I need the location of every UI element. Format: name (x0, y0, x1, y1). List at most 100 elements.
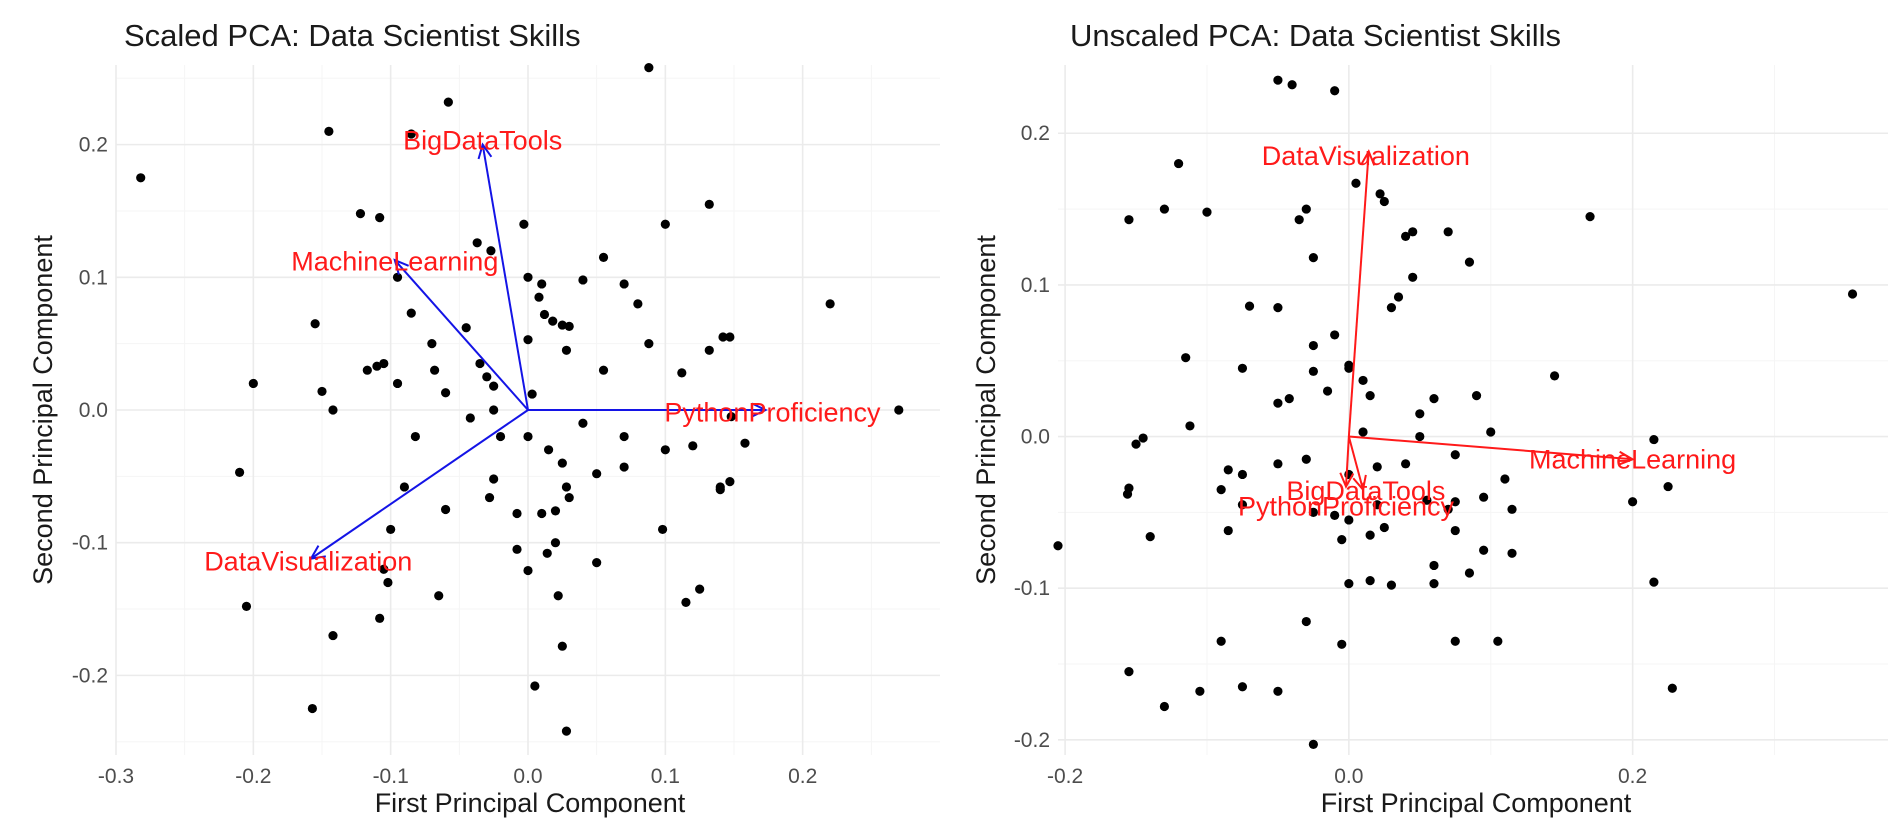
data-point (726, 412, 736, 422)
data-point (695, 584, 705, 594)
data-point (1185, 421, 1195, 431)
data-point (553, 591, 563, 601)
vector-data-visualization (310, 409, 529, 560)
data-point (1308, 252, 1318, 263)
data-point (1308, 507, 1318, 517)
data-point (1393, 292, 1404, 302)
data-point (1649, 434, 1659, 445)
data-point (235, 467, 245, 477)
arrowhead-big-data-tools (1352, 474, 1367, 492)
data-point (578, 418, 588, 428)
data-point (537, 279, 547, 289)
y-axis-title-unscaled: Second Principal Component (971, 235, 1001, 585)
data-point (1443, 504, 1453, 514)
data-point (1308, 340, 1318, 351)
data-point (1330, 510, 1340, 520)
data-point (619, 279, 629, 289)
data-point (1847, 289, 1858, 299)
data-point (1408, 272, 1418, 282)
label-data-visualization: DataVisualization (1262, 141, 1470, 171)
data-point (328, 405, 338, 415)
data-point (434, 591, 444, 601)
data-point (718, 332, 728, 342)
data-point (704, 199, 714, 209)
data-point (1585, 212, 1595, 222)
data-point (1273, 459, 1283, 469)
data-point (1415, 431, 1425, 442)
data-point (644, 63, 654, 73)
data-point (527, 389, 537, 399)
data-point (725, 477, 735, 487)
data-point (1479, 492, 1489, 502)
data-point (386, 524, 396, 535)
data-point (894, 405, 904, 415)
data-point (324, 126, 334, 136)
data-point (660, 219, 670, 229)
data-point (1549, 371, 1560, 381)
data-point (1131, 439, 1141, 449)
grid-lines (1058, 65, 1888, 755)
data-point (1479, 545, 1489, 555)
data-point (1124, 215, 1134, 225)
data-point (1330, 86, 1340, 96)
data-point (523, 335, 533, 345)
data-points (136, 63, 904, 736)
vector-big-data-tools (1347, 436, 1365, 490)
y-tick-label: 0.1 (79, 266, 108, 289)
data-point (1365, 530, 1375, 540)
loading-vectors (309, 142, 768, 560)
data-point (539, 309, 550, 320)
arrowhead-data-visualization (309, 545, 326, 560)
data-point (1429, 560, 1439, 571)
data-point (537, 508, 547, 519)
data-point (1493, 636, 1503, 646)
data-point (475, 358, 485, 369)
data-point (1308, 366, 1318, 376)
data-point (1223, 465, 1233, 475)
x-tick-label: 0.1 (651, 765, 680, 788)
data-point (1273, 686, 1283, 696)
unscaled-pca-panel: Unscaled PCA: Data Scientist Skills Firs… (971, 18, 1888, 818)
data-point (1273, 75, 1283, 85)
data-point (1365, 390, 1375, 401)
data-point (355, 209, 366, 219)
x-tick-label: -0.2 (1047, 765, 1083, 788)
data-point (1122, 489, 1133, 499)
data-point (1237, 363, 1248, 373)
data-point (740, 438, 750, 448)
data-point (1308, 739, 1318, 749)
data-point (1375, 189, 1385, 199)
data-point (561, 726, 572, 736)
data-point (1401, 459, 1411, 469)
data-point (1450, 525, 1460, 536)
label-data-visualization: DataVisualization (204, 546, 412, 576)
data-point (1301, 454, 1311, 464)
data-point (1379, 522, 1389, 533)
data-point (392, 272, 403, 282)
data-point (1337, 535, 1347, 545)
data-point (633, 299, 643, 309)
data-point (1351, 178, 1361, 188)
data-point (1053, 541, 1063, 551)
label-python-proficiency: PythonProficiency (664, 398, 881, 428)
data-point (1237, 500, 1248, 510)
data-point (544, 445, 554, 455)
data-point (578, 275, 588, 285)
vector-machine-learning (394, 259, 529, 411)
y-tick-label: -0.2 (72, 664, 108, 687)
arrowhead-big-data-tools (477, 142, 493, 160)
data-point (1237, 469, 1248, 480)
loading-vectors (1339, 149, 1635, 492)
vector-labels: BigDataTools MachineLearning PythonProfici… (204, 126, 881, 577)
data-point (406, 308, 416, 318)
data-point (375, 212, 385, 223)
data-point (523, 431, 533, 442)
y-tick-label: -0.2 (1014, 729, 1050, 752)
data-point (489, 381, 499, 391)
data-point (657, 524, 668, 535)
label-machine-learning: MachineLearning (291, 246, 498, 276)
data-point (1408, 227, 1418, 237)
data-point (1330, 330, 1340, 340)
data-point (1344, 515, 1354, 525)
